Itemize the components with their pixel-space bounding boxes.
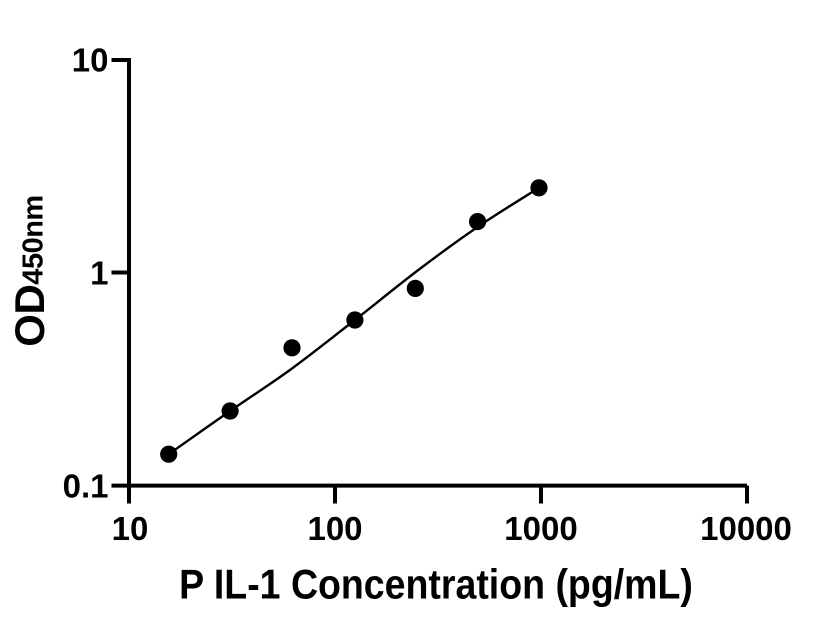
svg-text:0.1: 0.1 xyxy=(63,468,109,505)
svg-text:1000: 1000 xyxy=(504,510,577,547)
svg-text:10000: 10000 xyxy=(700,510,792,547)
svg-text:10: 10 xyxy=(112,510,149,547)
svg-text:10: 10 xyxy=(72,42,109,79)
svg-text:100: 100 xyxy=(307,510,362,547)
svg-text:1: 1 xyxy=(90,255,108,292)
svg-text:P IL-1 Concentration (pg/mL): P IL-1 Concentration (pg/mL) xyxy=(179,562,693,608)
